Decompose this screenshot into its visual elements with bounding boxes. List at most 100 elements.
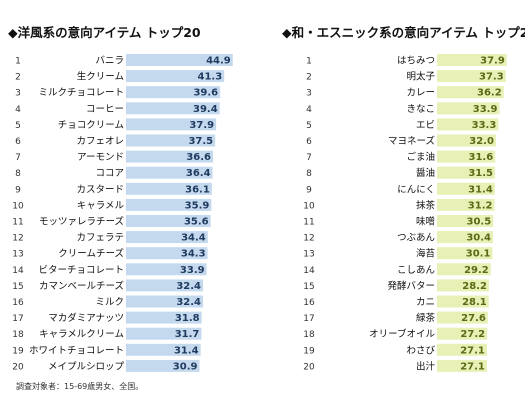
japanese-ethnic-bar xyxy=(437,150,496,163)
japanese-ethnic-bar xyxy=(437,166,496,179)
western-bar-row: 3 ミルクチョコレート 39.6 xyxy=(15,86,221,99)
japanese-ethnic-value-label: 37.3 xyxy=(479,72,504,83)
western-bar-row: 4 コーヒー 39.4 xyxy=(15,102,220,115)
japanese-ethnic-rank-label: 3 xyxy=(306,89,312,99)
western-bar-row: 19 ホワイトチョコレート 31.4 xyxy=(12,343,201,356)
western-bar xyxy=(126,134,216,147)
western-bar xyxy=(126,118,217,131)
western-rank-label: 17 xyxy=(12,314,23,324)
western-bar-chart: 1 バニラ 44.9 2 生クリーム 41.3 3 ミルクチョコレート 39.6 4 コーヒー 39.… xyxy=(12,54,233,372)
western-bar-row: 13 クリームチーズ 34.3 xyxy=(12,247,208,260)
western-value-label: 39.6 xyxy=(193,88,218,99)
japanese-ethnic-bar xyxy=(437,102,500,115)
japanese-ethnic-bar xyxy=(437,134,496,147)
japanese-ethnic-value-label: 27.1 xyxy=(460,361,485,372)
western-category-label: マカダミアナッツ xyxy=(48,312,124,324)
western-category-label: コーヒー xyxy=(86,104,124,115)
western-bar xyxy=(126,247,208,260)
japanese-ethnic-bar xyxy=(437,198,495,211)
japanese-ethnic-category-label: 緑茶 xyxy=(416,312,436,324)
japanese-ethnic-rank-label: 15 xyxy=(303,282,314,292)
japanese-ethnic-bar xyxy=(437,215,494,227)
western-value-label: 32.4 xyxy=(176,281,201,292)
western-value-label: 33.9 xyxy=(180,265,205,276)
western-bar-row: 6 カフェオレ 37.5 xyxy=(15,134,216,147)
western-bar xyxy=(126,279,204,292)
japanese-ethnic-bar xyxy=(437,54,507,66)
western-rank-label: 19 xyxy=(12,346,24,356)
japanese-ethnic-rank-label: 19 xyxy=(303,346,315,356)
japanese-ethnic-category-label: 抹茶 xyxy=(416,199,436,211)
japanese-ethnic-value-label: 33.3 xyxy=(472,120,497,131)
japanese-ethnic-bar xyxy=(437,118,499,131)
western-rank-label: 13 xyxy=(12,250,23,260)
japanese-ethnic-bar-row: 19 わさび 27.1 xyxy=(303,343,487,356)
japanese-ethnic-rank-label: 12 xyxy=(303,234,314,244)
japanese-ethnic-bar-row: 5 エビ 33.3 xyxy=(306,118,499,131)
japanese-ethnic-bar xyxy=(437,247,493,260)
japanese-ethnic-rank-label: 7 xyxy=(306,153,312,163)
japanese-ethnic-category-label: つぶあん xyxy=(397,233,435,244)
japanese-ethnic-value-label: 31.6 xyxy=(469,152,494,163)
japanese-ethnic-bar-row: 20 出汁 27.1 xyxy=(303,359,487,372)
japanese-ethnic-rank-label: 10 xyxy=(303,201,315,211)
western-rank-label: 7 xyxy=(15,153,21,163)
japanese-ethnic-category-label: 海苔 xyxy=(416,248,435,260)
japanese-ethnic-category-label: カレー xyxy=(406,88,435,99)
japanese-ethnic-bar-row: 3 カレー 36.2 xyxy=(306,86,504,99)
western-bar xyxy=(126,182,212,195)
japanese-ethnic-bar-row: 2 明太子 37.3 xyxy=(306,70,506,83)
western-bar-row: 18 キャラメルクリーム 31.7 xyxy=(12,327,202,340)
western-rank-label: 12 xyxy=(12,234,23,244)
japanese-ethnic-category-label: わさび xyxy=(406,345,435,356)
western-value-label: 31.8 xyxy=(175,313,200,324)
western-category-label: 生クリーム xyxy=(77,71,124,83)
western-bar-row: 10 キャラメル 35.9 xyxy=(12,198,212,211)
japanese-ethnic-bar-row: 18 オリーブオイル 27.2 xyxy=(303,327,488,340)
western-bar xyxy=(126,311,202,324)
japanese-ethnic-rank-label: 6 xyxy=(306,137,312,147)
western-bar xyxy=(126,215,211,227)
western-bar-row: 5 チョコクリーム 37.9 xyxy=(15,118,217,131)
western-value-label: 37.9 xyxy=(189,120,214,131)
japanese-ethnic-bar xyxy=(437,279,489,292)
western-bar xyxy=(126,359,200,372)
japanese-ethnic-category-label: カニ xyxy=(416,297,435,308)
western-rank-label: 14 xyxy=(12,266,24,276)
western-category-label: メイプルシロップ xyxy=(48,361,125,372)
japanese-ethnic-category-label: ごま油 xyxy=(406,151,435,163)
western-value-label: 36.4 xyxy=(186,168,211,179)
western-rank-label: 10 xyxy=(12,201,24,211)
japanese-ethnic-bar-row: 17 緑茶 27.6 xyxy=(303,311,488,324)
japanese-ethnic-value-label: 36.2 xyxy=(477,88,502,99)
western-bar-row: 20 メイプルシロップ 30.9 xyxy=(12,359,200,372)
japanese-ethnic-rank-label: 8 xyxy=(306,169,312,179)
western-value-label: 30.9 xyxy=(173,361,198,372)
western-category-label: バニラ xyxy=(95,56,124,67)
japanese-ethnic-bar xyxy=(437,311,488,324)
western-category-label: モッツァレラチーズ xyxy=(39,216,125,228)
japanese-ethnic-category-label: エビ xyxy=(416,120,435,131)
japanese-ethnic-value-label: 29.2 xyxy=(464,265,489,276)
japanese-ethnic-bar-row: 6 マヨネーズ 32.0 xyxy=(306,134,496,147)
japanese-ethnic-bar xyxy=(437,182,495,195)
western-value-label: 31.4 xyxy=(174,345,199,356)
japanese-ethnic-bar xyxy=(437,70,506,83)
western-value-label: 36.1 xyxy=(185,184,210,195)
japanese-ethnic-bar-row: 14 こしあん 29.2 xyxy=(303,263,491,276)
western-category-label: カマンベールチーズ xyxy=(39,280,125,292)
western-bar-row: 1 バニラ 44.9 xyxy=(15,54,233,67)
japanese-ethnic-bar-row: 15 発酵バター 28.2 xyxy=(303,279,489,292)
western-rank-label: 15 xyxy=(12,282,23,292)
japanese-ethnic-bar-row: 13 海苔 30.1 xyxy=(303,247,493,260)
japanese-ethnic-bar xyxy=(437,327,488,340)
japanese-ethnic-category-label: 発酵バター xyxy=(387,280,435,292)
japanese-ethnic-rank-label: 2 xyxy=(306,73,312,83)
western-rank-label: 1 xyxy=(15,57,21,67)
japanese-ethnic-category-label: 出汁 xyxy=(416,360,436,372)
japanese-ethnic-bar-row: 4 きなこ 33.9 xyxy=(306,102,500,115)
japanese-ethnic-rank-label: 9 xyxy=(306,185,312,195)
western-bar xyxy=(126,327,202,340)
japanese-ethnic-value-label: 27.1 xyxy=(460,345,485,356)
western-bar xyxy=(126,263,207,276)
